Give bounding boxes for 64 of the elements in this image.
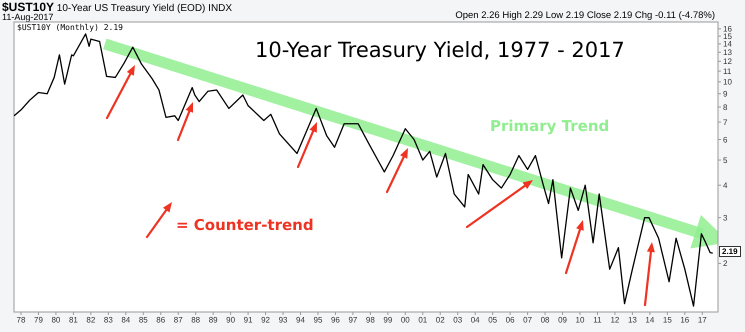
x-tick-label: 97 [348, 316, 358, 325]
x-tick-label: 94 [296, 316, 306, 325]
x-tick-label: 13 [628, 316, 638, 325]
x-tick-label: 15 [662, 316, 672, 325]
annotation: $UST10Y (Monthly) 2.19 [17, 23, 123, 32]
x-tick-label: 90 [226, 316, 236, 325]
x-tick-label: 96 [330, 316, 340, 325]
x-tick-label: 10 [576, 316, 585, 325]
x-tick-label: 02 [436, 316, 446, 325]
x-tick-label: 85 [138, 316, 148, 325]
x-tick-label: 92 [261, 316, 271, 325]
y-tick-label: 16 [723, 24, 732, 34]
x-tick-label: 95 [314, 316, 323, 325]
annotation: 11-Aug-2017 [2, 12, 54, 22]
x-tick-label: 16 [680, 316, 690, 325]
x-tick-label: 17 [698, 316, 708, 325]
series-label: Primary Trend [490, 117, 610, 135]
x-tick-label: 79 [34, 316, 44, 325]
x-tick-label: 82 [86, 316, 96, 325]
annotation: = Counter-trend [176, 216, 314, 234]
y-tick-label: 7 [723, 118, 728, 127]
x-tick-label: 09 [558, 316, 568, 325]
x-tick-label: 05 [488, 316, 498, 325]
x-tick-label: 91 [244, 316, 254, 325]
y-tick-label: 4 [723, 181, 728, 190]
x-tick-label: 04 [470, 316, 480, 325]
y-tick-label: 6 [723, 135, 728, 144]
x-tick-label: 11 [593, 316, 602, 325]
x-tick-label: 84 [121, 316, 131, 325]
x-tick-label: 99 [383, 316, 393, 325]
y-tick-label: 8 [723, 102, 728, 112]
y-tick-label: 9 [723, 90, 728, 99]
x-tick-label: 98 [366, 316, 376, 325]
x-tick-label: 07 [523, 316, 533, 325]
y-tick-label: 14 [723, 40, 732, 49]
y-tick-label: 12 [723, 57, 732, 66]
line-series [14, 33, 714, 307]
x-tick-label: 89 [208, 316, 218, 325]
x-tick-label: 87 [174, 316, 184, 325]
x-tick-label: 06 [506, 316, 516, 325]
y-tick-label: 2 [723, 259, 728, 268]
x-tick-label: 01 [418, 316, 428, 325]
x-tick-label: 81 [68, 316, 78, 325]
x-tick-label: 83 [104, 316, 114, 325]
x-tick-label: 78 [16, 316, 26, 325]
x-tick-label: 86 [156, 316, 166, 325]
x-tick-label: 14 [645, 316, 655, 325]
x-tick-label: 88 [191, 316, 201, 325]
y-tick-label: 11 [723, 66, 732, 76]
y-tick-label: 3 [723, 214, 728, 223]
y-tick-label: 10 [723, 78, 732, 87]
x-tick-label: 00 [400, 316, 410, 325]
x-tick-label: 93 [278, 316, 288, 325]
text: 10-Year Treasury Yield, 1977 - 2017 [255, 38, 625, 62]
x-tick-label: 08 [540, 316, 550, 325]
chart-subtitle: $UST10Y 10-Year US Treasury Yield (EOD) INDX [2, 0, 232, 14]
x-tick-label: 12 [610, 316, 620, 325]
text: Open 2.26 High 2.29 Low 2.19 Close 2.19 Chg -0.11 (-4.78%) [455, 10, 715, 21]
x-tick-label: 80 [51, 316, 61, 325]
y-tick-label: 15 [723, 32, 732, 41]
x-tick-label: 03 [453, 316, 463, 325]
y-tick-label: 13 [723, 48, 732, 58]
y-tick-label: 5 [723, 156, 728, 165]
annotation: 2.19 [719, 246, 741, 258]
